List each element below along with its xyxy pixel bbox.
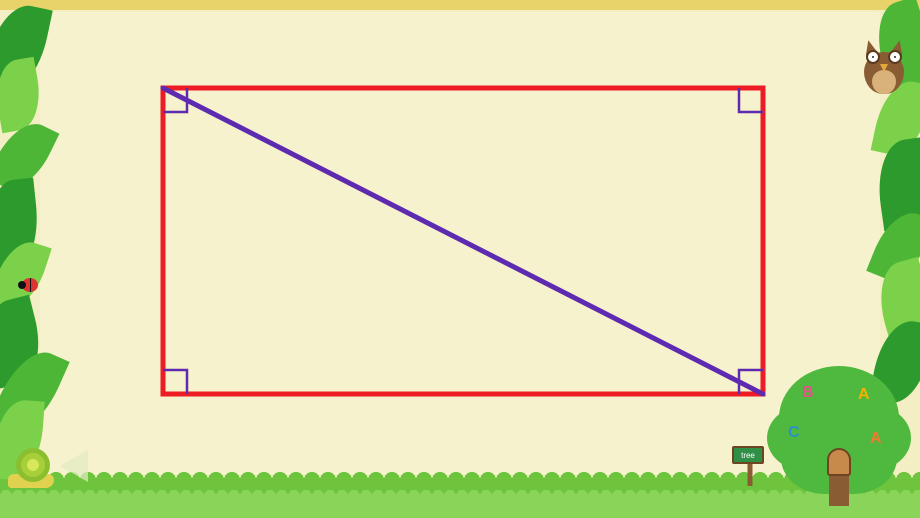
foliage-left: [0, 0, 64, 518]
tree-letter: A: [858, 386, 870, 404]
sign-label: tree: [732, 446, 764, 464]
tree-decoration: B A A C: [774, 366, 904, 506]
owl-decoration: [856, 38, 912, 98]
ladybug-decoration: [18, 278, 38, 294]
snail-decoration: [8, 448, 54, 488]
back-arrow-icon[interactable]: [60, 450, 88, 482]
tree-letter: A: [870, 430, 882, 448]
tree-letter: B: [802, 384, 814, 402]
tree-sign: tree: [732, 446, 768, 486]
tree-letter: C: [788, 424, 800, 442]
